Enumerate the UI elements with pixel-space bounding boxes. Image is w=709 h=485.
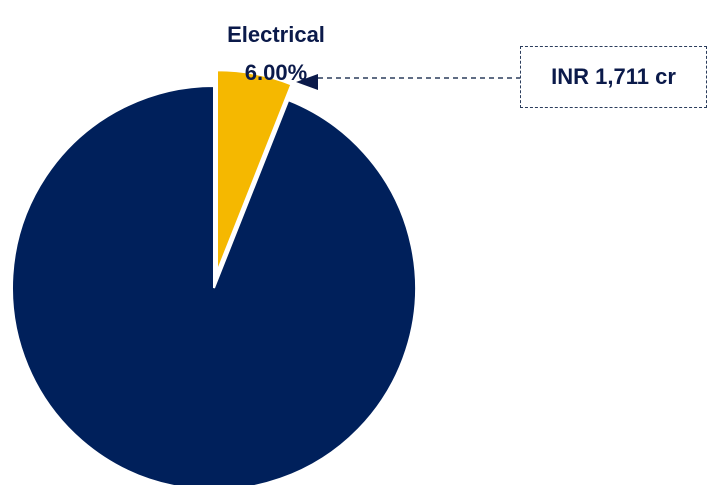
slice-value-electrical: 6.00% — [245, 60, 307, 85]
callout-arrowhead — [296, 74, 318, 90]
callout-box: INR 1,711 cr — [520, 46, 707, 108]
pie-slices — [11, 69, 417, 485]
callout-text: INR 1,711 cr — [551, 64, 676, 89]
slice-label-electrical: Electrical — [227, 22, 325, 47]
pie-slice-other-1 — [11, 84, 417, 485]
pie-slice-electrical — [215, 69, 293, 273]
